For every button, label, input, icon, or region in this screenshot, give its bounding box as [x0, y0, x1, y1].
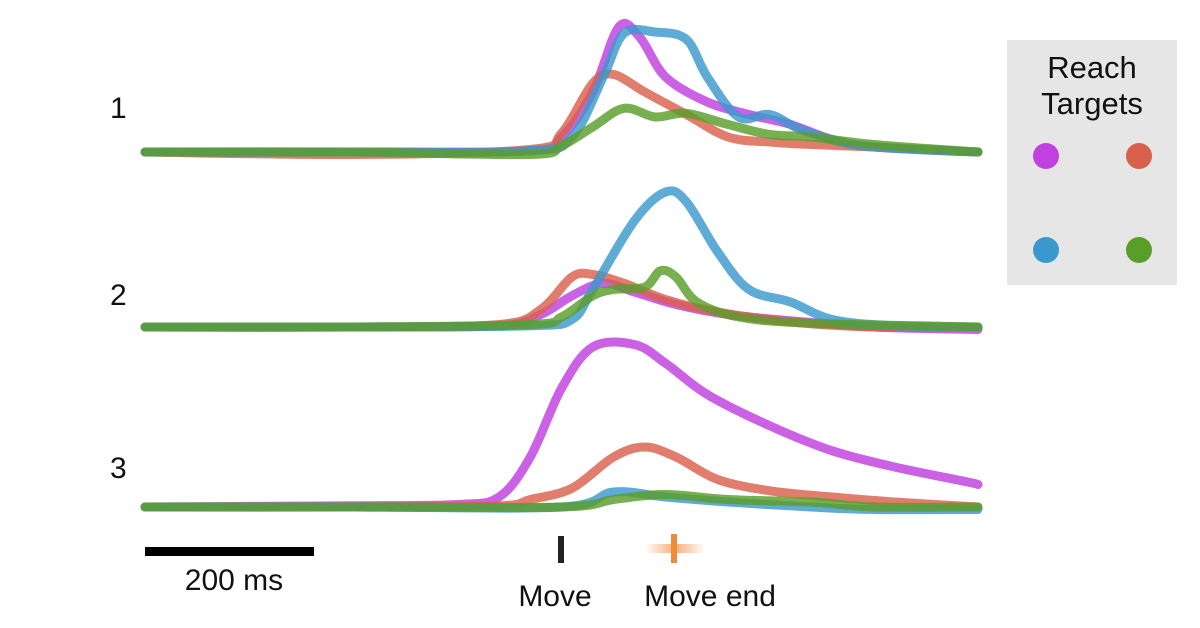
legend-title-line1: Reach	[1047, 50, 1137, 85]
move-end-marker	[645, 534, 705, 563]
move-end-marker-label: Move end	[644, 580, 776, 613]
move-end-tick	[671, 534, 677, 563]
legend-title-line2: Targets	[1041, 86, 1143, 121]
row-label-1: 1	[110, 92, 127, 125]
trace-row3-magenta	[140, 337, 983, 512]
legend-dot-magenta	[1033, 143, 1059, 169]
scale-bar-label: 200 ms	[185, 564, 283, 597]
row-label-3: 3	[110, 452, 127, 485]
scale-bar	[145, 547, 314, 556]
trace-row2-green	[140, 265, 983, 332]
row-label-2: 2	[110, 279, 127, 312]
legend: Reach Targets	[1007, 40, 1177, 285]
move-marker-label: Move	[518, 580, 591, 613]
legend-dot-red	[1126, 143, 1152, 169]
legend-dot-blue	[1033, 237, 1059, 263]
trace-row1-green	[140, 103, 983, 160]
trace-row3-green	[140, 490, 983, 513]
trace-group	[140, 19, 983, 515]
legend-dot-green	[1126, 237, 1152, 263]
move-marker	[558, 536, 564, 563]
